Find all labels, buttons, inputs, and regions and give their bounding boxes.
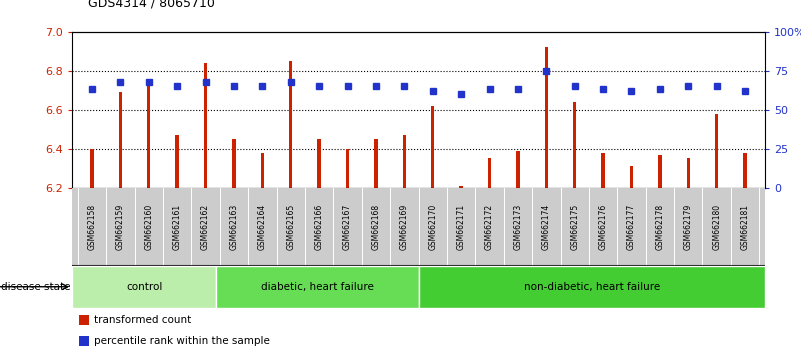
- Bar: [72, 266, 216, 308]
- Text: GSM662179: GSM662179: [684, 204, 693, 250]
- Bar: [488, 159, 491, 188]
- Text: GSM662160: GSM662160: [144, 204, 153, 250]
- Bar: [79, 336, 90, 346]
- Text: GSM662175: GSM662175: [570, 204, 579, 250]
- Text: GSM662177: GSM662177: [627, 204, 636, 250]
- Text: GSM662172: GSM662172: [485, 204, 494, 250]
- Text: GSM662176: GSM662176: [598, 204, 608, 250]
- Bar: [175, 135, 179, 188]
- Bar: [602, 153, 605, 188]
- Text: GSM662170: GSM662170: [429, 204, 437, 250]
- Text: GSM662159: GSM662159: [116, 204, 125, 250]
- Text: GSM662161: GSM662161: [173, 204, 182, 250]
- Text: disease state: disease state: [1, 282, 70, 292]
- Text: GSM662166: GSM662166: [315, 204, 324, 250]
- Text: percentile rank within the sample: percentile rank within the sample: [95, 336, 270, 346]
- Bar: [289, 61, 292, 188]
- Bar: [403, 135, 406, 188]
- Bar: [203, 63, 207, 188]
- Bar: [147, 79, 151, 188]
- Text: GSM662165: GSM662165: [286, 204, 296, 250]
- Text: GSM662163: GSM662163: [229, 204, 239, 250]
- Bar: [743, 153, 747, 188]
- Text: control: control: [126, 282, 163, 292]
- Bar: [573, 102, 577, 188]
- Bar: [630, 166, 634, 188]
- Text: GSM662178: GSM662178: [655, 204, 664, 250]
- Bar: [516, 151, 520, 188]
- Text: GSM662169: GSM662169: [400, 204, 409, 250]
- Bar: [79, 315, 90, 325]
- Text: transformed count: transformed count: [95, 315, 191, 325]
- Bar: [686, 159, 690, 188]
- Text: GSM662158: GSM662158: [87, 204, 96, 250]
- Text: GSM662171: GSM662171: [457, 204, 465, 250]
- Text: non-diabetic, heart failure: non-diabetic, heart failure: [524, 282, 660, 292]
- Text: GSM662180: GSM662180: [712, 204, 721, 250]
- Bar: [317, 139, 321, 188]
- Bar: [374, 139, 377, 188]
- Bar: [545, 47, 548, 188]
- Text: GSM662164: GSM662164: [258, 204, 267, 250]
- Text: GSM662167: GSM662167: [343, 204, 352, 250]
- Text: GSM662173: GSM662173: [513, 204, 522, 250]
- Bar: [460, 186, 463, 188]
- Bar: [91, 149, 94, 188]
- Text: GSM662174: GSM662174: [541, 204, 551, 250]
- Bar: [431, 106, 434, 188]
- Text: GSM662162: GSM662162: [201, 204, 210, 250]
- Bar: [260, 153, 264, 188]
- Bar: [216, 266, 418, 308]
- Bar: [418, 266, 765, 308]
- Text: GDS4314 / 8065710: GDS4314 / 8065710: [88, 0, 215, 10]
- Bar: [658, 155, 662, 188]
- Text: GSM662168: GSM662168: [372, 204, 380, 250]
- Bar: [232, 139, 235, 188]
- Text: GSM662181: GSM662181: [741, 204, 750, 250]
- Text: diabetic, heart failure: diabetic, heart failure: [261, 282, 374, 292]
- Bar: [119, 92, 122, 188]
- Bar: [715, 114, 718, 188]
- Bar: [346, 149, 349, 188]
